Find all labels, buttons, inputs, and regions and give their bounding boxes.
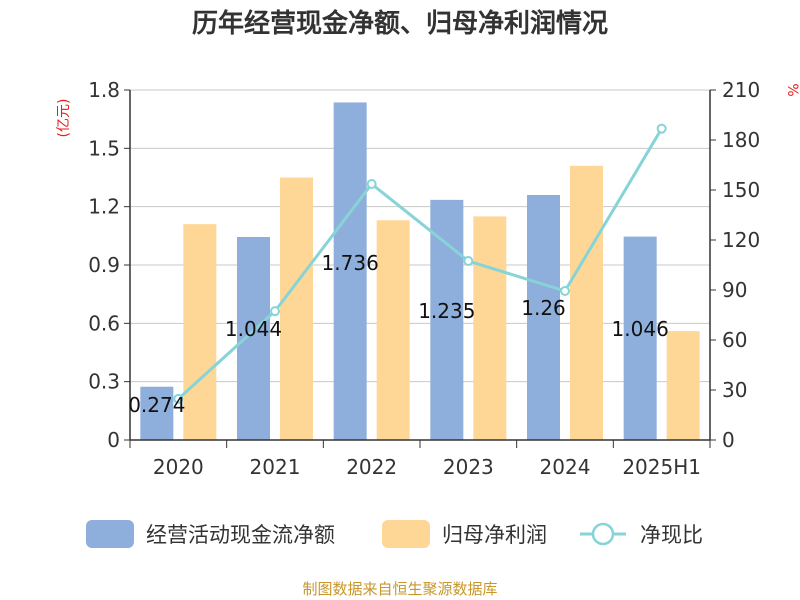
ratio-point <box>173 393 184 404</box>
left-tick-label: 0 <box>107 428 120 452</box>
net-profit-bar <box>473 216 507 440</box>
left-tick-label: 1.2 <box>88 195 120 219</box>
net-profit-bar <box>280 177 313 440</box>
net-profit-bar <box>570 165 603 441</box>
ratio-point <box>270 306 280 317</box>
right-tick-label: 0 <box>722 428 735 452</box>
cash-flow-bar <box>237 237 270 440</box>
x-tick-label: 2024 <box>540 455 591 479</box>
cash-flow-data-label: 1.736 <box>322 251 379 275</box>
right-tick-label: 30 <box>722 378 747 402</box>
chart-title: 历年经营现金净额、归母净利润情况 <box>192 8 608 39</box>
data-labels-layer: 0.274 1.044 1.736 1.235 1.26 1.046 <box>128 251 669 417</box>
ratio-point <box>366 179 377 189</box>
net-profit-bar <box>183 224 217 440</box>
right-tick-label: 120 <box>722 228 760 252</box>
x-tick-label: 2020 <box>153 455 204 479</box>
bars-layer <box>140 102 700 441</box>
right-axis-unit: % <box>784 83 800 96</box>
cash-flow-data-label: 1.044 <box>225 317 282 341</box>
left-tick-label: 1.8 <box>88 78 120 102</box>
legend-label-ratio: 净现比 <box>640 523 703 547</box>
cash-flow-data-label: 1.26 <box>521 296 566 320</box>
legend-swatch-net-profit <box>382 520 430 548</box>
left-axis-unit: (亿元) <box>56 99 72 138</box>
legend-label-net-profit: 归母净利润 <box>442 523 547 547</box>
left-tick-label: 0.6 <box>88 311 120 335</box>
cash-flow-bar <box>140 386 174 440</box>
source-note: 制图数据来自恒生聚源数据库 <box>302 580 497 598</box>
right-tick-label: 180 <box>722 128 760 152</box>
x-tick-label: 2022 <box>346 455 397 479</box>
net-profit-bar <box>666 331 700 440</box>
right-tick-label: 90 <box>722 278 747 302</box>
cash-flow-bar <box>623 236 657 440</box>
left-tick-label: 0.9 <box>88 253 120 277</box>
right-tick-label: 210 <box>722 78 760 102</box>
x-tick-label: 2021 <box>250 455 301 479</box>
ratio-point <box>463 256 474 266</box>
legend-swatch-cash-flow <box>86 520 134 548</box>
legend: 经营活动现金流净额 归母净利润 净现比 <box>86 520 703 548</box>
net-profit-bar <box>376 220 410 440</box>
right-tick-label: 150 <box>722 178 760 202</box>
x-tick-label: 2025H1 <box>622 455 701 479</box>
ratio-line <box>177 127 663 400</box>
cash-flow-data-label: 0.274 <box>128 393 185 417</box>
cash-flow-data-label: 1.235 <box>418 299 475 323</box>
legend-label-cash-flow: 经营活动现金流净额 <box>146 523 335 547</box>
cash-flow-data-label: 1.046 <box>612 317 669 341</box>
cash-flow-bar <box>430 199 464 440</box>
left-tick-label: 0.3 <box>88 370 120 394</box>
gridlines <box>130 89 710 383</box>
cash-flow-bar <box>527 195 560 440</box>
axes: 0 0.3 0.6 0.9 1.2 1.5 1.8 0 30 60 90 120 150 180 210 20… <box>88 78 760 479</box>
x-tick-label: 2023 <box>443 455 494 479</box>
ratio-point <box>560 286 570 296</box>
cash-flow-bar <box>333 102 367 440</box>
legend-marker-ratio <box>591 522 615 546</box>
ratio-line-layer <box>173 123 667 404</box>
right-tick-label: 60 <box>722 328 747 352</box>
left-tick-label: 1.5 <box>88 136 120 160</box>
ratio-point <box>656 123 667 134</box>
